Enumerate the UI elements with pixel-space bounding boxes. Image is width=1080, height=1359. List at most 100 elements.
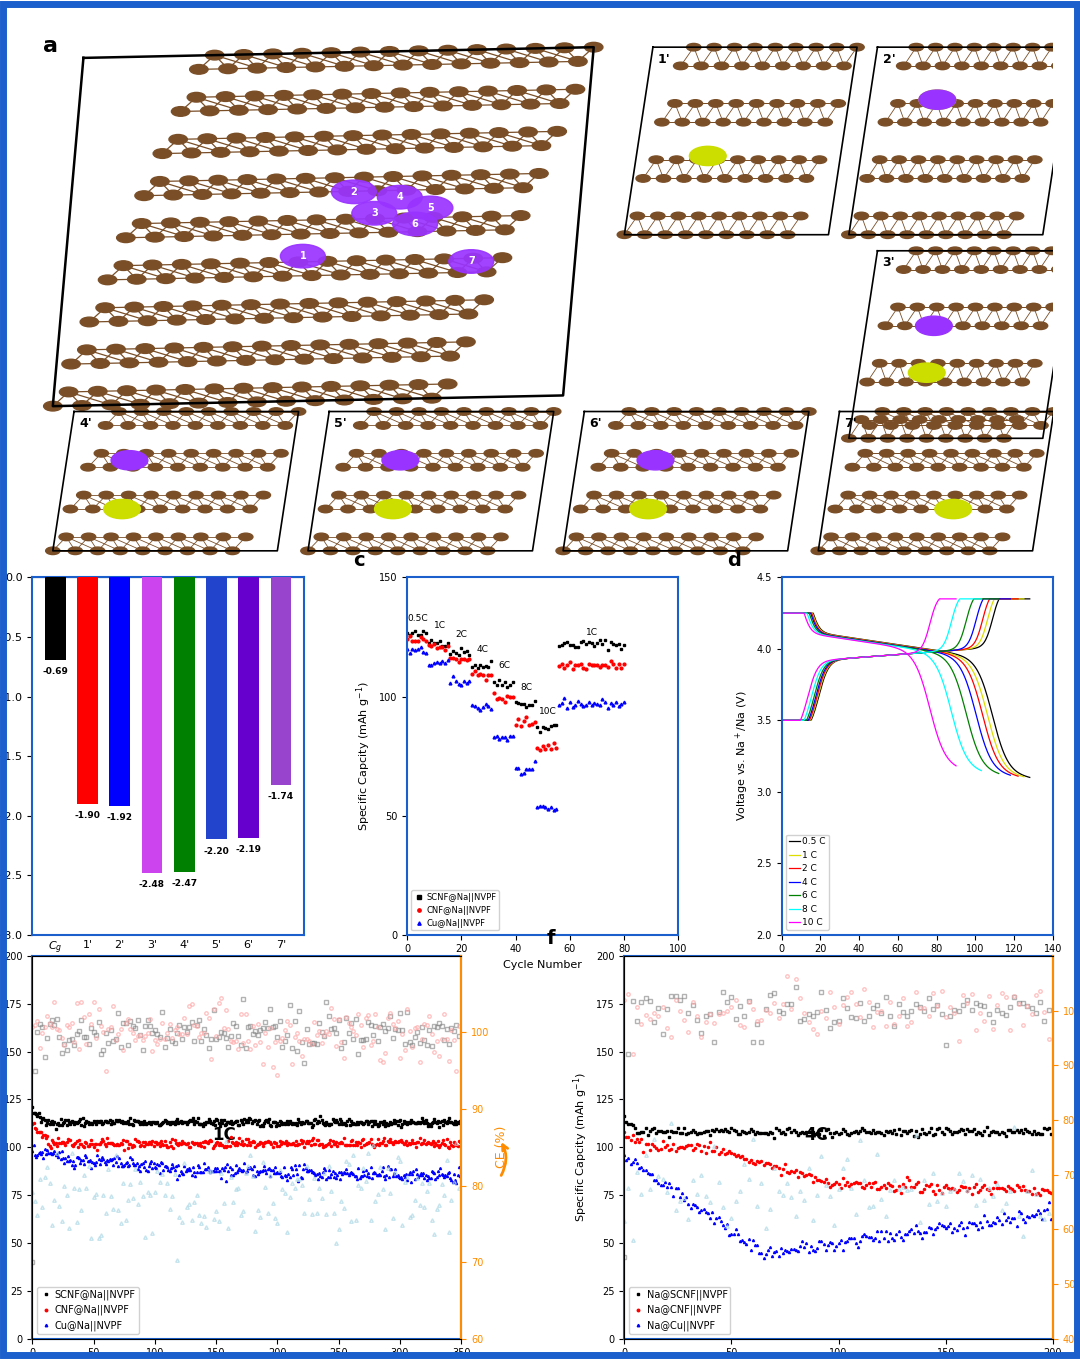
Circle shape (234, 50, 253, 60)
Circle shape (203, 548, 217, 554)
Circle shape (1013, 492, 1027, 499)
8 C (775, 605, 788, 621)
Circle shape (64, 506, 78, 512)
Circle shape (708, 506, 723, 512)
Circle shape (293, 49, 311, 58)
Circle shape (190, 64, 208, 75)
Circle shape (953, 533, 967, 541)
Circle shape (380, 46, 399, 56)
Circle shape (179, 408, 193, 416)
Circle shape (201, 106, 219, 116)
Circle shape (707, 43, 721, 50)
Circle shape (734, 63, 750, 69)
Circle shape (996, 175, 1010, 182)
Circle shape (256, 133, 274, 143)
Circle shape (333, 90, 351, 99)
X-axis label: Specific Capcity (mAh g$^{-1}$): Specific Capcity (mAh g$^{-1}$) (842, 959, 993, 978)
CNF@Na||NVPF (566, 662, 579, 678)
Circle shape (899, 378, 913, 386)
Circle shape (364, 394, 382, 404)
Circle shape (518, 128, 537, 137)
Circle shape (322, 48, 340, 57)
Na@SCNF||NVPF (1010, 1121, 1023, 1137)
Cu@Na||NVPF (582, 694, 595, 711)
Line: Na@SCNF||NVPF: Na@SCNF||NVPF (623, 1116, 1052, 1139)
Circle shape (874, 416, 888, 423)
Circle shape (976, 175, 990, 182)
Circle shape (247, 397, 266, 406)
Cu@Na||NVPF (593, 697, 606, 713)
Circle shape (977, 435, 991, 442)
CNF@Na||NVPF (226, 1135, 239, 1151)
Circle shape (314, 132, 333, 141)
Circle shape (1008, 450, 1023, 457)
Circle shape (390, 269, 408, 279)
Circle shape (596, 506, 610, 512)
Circle shape (440, 450, 454, 457)
Circle shape (532, 141, 551, 151)
Circle shape (157, 408, 171, 416)
Line: Na@CNF||NVPF: Na@CNF||NVPF (623, 1131, 1052, 1196)
Circle shape (788, 43, 802, 50)
Circle shape (956, 118, 970, 126)
Circle shape (367, 408, 381, 416)
Circle shape (919, 90, 956, 109)
Circle shape (481, 548, 495, 554)
0.5 C (984, 701, 997, 718)
Circle shape (426, 463, 441, 472)
Circle shape (449, 250, 494, 273)
Circle shape (1025, 408, 1040, 416)
Circle shape (341, 506, 355, 512)
Circle shape (273, 272, 292, 281)
Text: 1C: 1C (585, 628, 597, 637)
Circle shape (238, 463, 253, 472)
Circle shape (622, 408, 636, 416)
Circle shape (699, 231, 713, 238)
Circle shape (197, 315, 215, 325)
Circle shape (319, 506, 333, 512)
Circle shape (717, 175, 732, 182)
Circle shape (799, 175, 813, 182)
Circle shape (474, 141, 492, 152)
Legend: 0.5 C, 1 C, 2 C, 4 C, 6 C, 8 C, 10 C: 0.5 C, 1 C, 2 C, 4 C, 6 C, 8 C, 10 C (786, 834, 828, 930)
Circle shape (400, 492, 414, 499)
Circle shape (288, 105, 307, 114)
Circle shape (424, 212, 443, 223)
Circle shape (134, 408, 149, 416)
Circle shape (966, 450, 980, 457)
Circle shape (526, 43, 544, 53)
Circle shape (269, 408, 283, 416)
Circle shape (391, 88, 409, 98)
Text: -2.19: -2.19 (235, 845, 261, 855)
Circle shape (113, 548, 127, 554)
Circle shape (743, 421, 758, 429)
Circle shape (676, 421, 690, 429)
Circle shape (689, 408, 704, 416)
Circle shape (892, 506, 907, 512)
Circle shape (1045, 303, 1061, 311)
Circle shape (314, 533, 328, 541)
Circle shape (227, 133, 245, 143)
Circle shape (850, 43, 864, 50)
Text: 2: 2 (351, 186, 357, 197)
Circle shape (348, 255, 366, 265)
Circle shape (112, 408, 126, 416)
Circle shape (987, 450, 1001, 457)
Circle shape (537, 86, 555, 95)
Circle shape (332, 179, 376, 204)
Circle shape (688, 99, 702, 107)
Circle shape (1027, 303, 1041, 311)
Circle shape (149, 533, 163, 541)
Circle shape (438, 45, 457, 56)
Text: 5: 5 (427, 202, 434, 213)
Circle shape (456, 183, 474, 194)
Circle shape (649, 450, 664, 457)
Circle shape (940, 548, 954, 554)
Circle shape (264, 49, 282, 58)
Circle shape (983, 408, 997, 416)
Cu@Na||NVPF (255, 1162, 268, 1178)
Circle shape (861, 435, 876, 442)
0.5 C (775, 605, 788, 621)
SCNF@Na||NVPF (618, 636, 631, 652)
6 C (993, 765, 1005, 781)
